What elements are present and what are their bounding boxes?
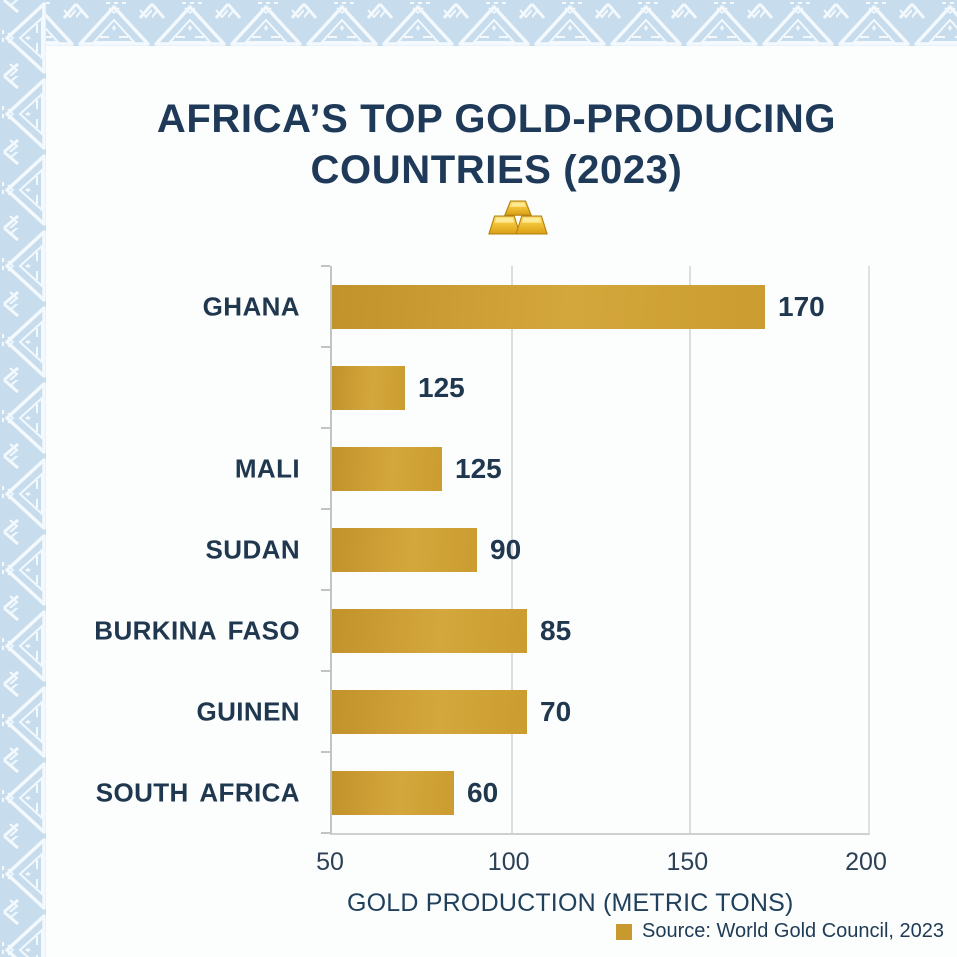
bar-row: BURKINA FASO 85: [94, 590, 868, 671]
gold-bar: [332, 446, 442, 491]
x-tick-label: 50: [316, 848, 344, 876]
gold-bar: [332, 284, 765, 329]
source-legend: Source: World Gold Council, 2023: [615, 920, 944, 943]
value-label: 170: [778, 290, 825, 322]
category-label: BURKINA FASO: [94, 615, 300, 645]
x-axis-label: GOLD PRODUCTION (METRIC TONS): [347, 889, 794, 917]
bar-row: 125: [332, 347, 868, 428]
value-label: 125: [455, 452, 502, 484]
gridline: [510, 266, 513, 833]
value-label: 60: [467, 776, 499, 808]
value-label: 70: [540, 695, 572, 727]
bar-row: GUINEN 70: [196, 671, 868, 752]
axis-tick: [321, 751, 330, 753]
gridline: [689, 266, 692, 833]
gold-bar: [332, 770, 454, 815]
x-tick-label: 200: [845, 848, 887, 876]
legend-swatch: [615, 923, 632, 940]
axis-tick: [321, 346, 330, 348]
value-label: 90: [490, 533, 522, 565]
page-title-line2: COUNTRIES (2023): [310, 148, 683, 192]
axis-tick: [321, 427, 330, 429]
gold-bar: [332, 608, 527, 653]
bar-row: MALI 125: [235, 428, 868, 509]
decorative-border-top: [0, 0, 957, 46]
category-label: GHANA: [202, 291, 300, 321]
x-tick-label: 100: [487, 848, 530, 876]
plot-area: GHANA 170 125 MALI 125 SUDAN 90 BURKINA FASO 85 G…: [94, 265, 870, 835]
source-text: Source: World Gold Council, 2023: [641, 920, 944, 942]
gold-bar: [332, 689, 527, 734]
axis-tick: [321, 508, 330, 510]
page-title: AFRICA’S TOP GOLD-PRODUCING COUNTRIES (20…: [50, 94, 943, 196]
axis-tick: [321, 265, 330, 267]
axis-tick: [321, 670, 330, 672]
axis-tick: [321, 832, 330, 834]
value-label: 85: [540, 614, 572, 646]
bar-row: SUDAN 90: [206, 509, 868, 590]
value-label: 125: [418, 371, 465, 403]
gold-bar: [332, 527, 477, 572]
category-label: SOUTH AFRICA: [95, 777, 300, 807]
bar-row: SOUTH AFRICA 60: [96, 752, 868, 833]
page-title-line1: AFRICA’S TOP GOLD-PRODUCING: [156, 97, 837, 141]
category-label: SUDAN: [205, 534, 300, 564]
category-label: GUINEN: [196, 696, 300, 726]
bar-row: GHANA 170: [203, 266, 868, 347]
axis-tick: [321, 589, 330, 591]
x-tick-label: 150: [666, 848, 709, 876]
category-label: MALI: [234, 453, 300, 483]
gold-bar: [332, 365, 405, 410]
gold-bars-icon: [488, 200, 548, 235]
decorative-border-left: [0, 0, 46, 957]
